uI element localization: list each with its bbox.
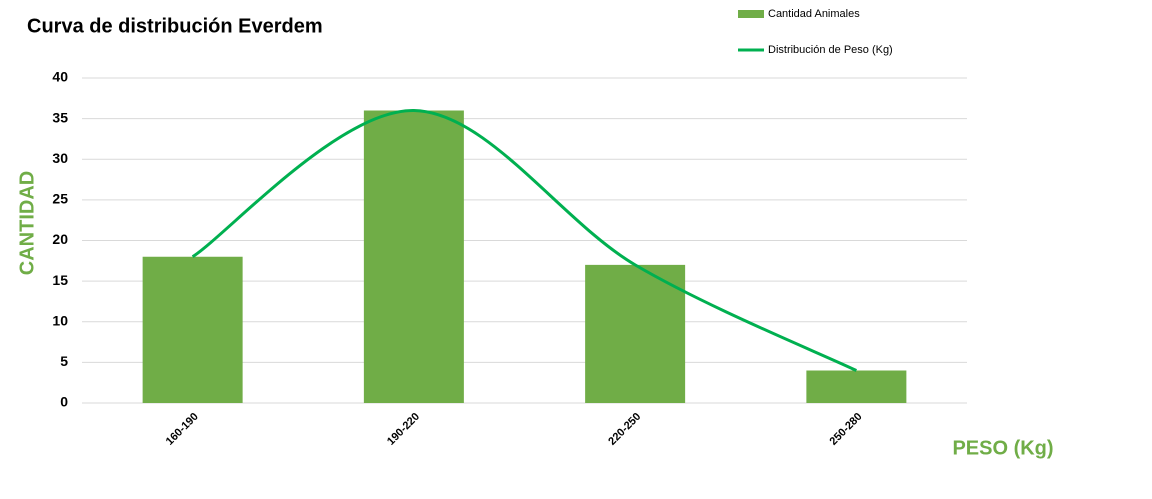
y-tick-label: 0 [60,394,68,410]
legend-swatch [738,10,764,18]
legend-label: Cantidad Animales [768,8,860,20]
y-tick-label: 25 [52,191,68,207]
bar [806,370,907,403]
y-tick-label: 40 [52,69,68,85]
legend-label: Distribución de Peso (Kg) [768,44,893,56]
y-tick-label: 10 [52,312,68,328]
y-tick-label: 35 [52,109,68,125]
chart-title: Curva de distribución Everdem [27,15,323,37]
y-tick-label: 30 [52,150,68,166]
bar [363,110,464,403]
y-tick-label: 15 [52,272,68,288]
y-axis-label: CANTIDAD [16,171,38,275]
y-tick-label: 20 [52,231,68,247]
x-axis-label: PESO (Kg) [952,437,1053,459]
x-tick-label: 190-220 [385,411,422,448]
x-tick-label: 220-250 [606,411,643,448]
x-tick-label: 160-190 [164,411,201,448]
y-tick-label: 5 [60,353,68,369]
bar [142,256,243,403]
bar [585,264,686,403]
x-tick-label: 250-280 [828,411,865,448]
line [191,108,858,372]
